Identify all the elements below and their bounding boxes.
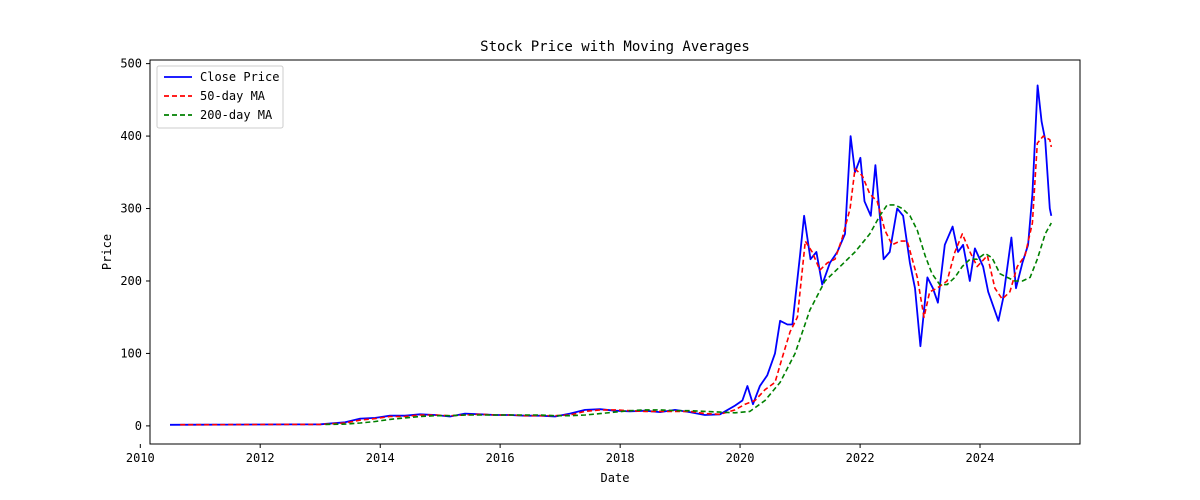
- chart-title: Stock Price with Moving Averages: [480, 39, 750, 55]
- y-axis-label: Price: [100, 234, 114, 270]
- legend: Close Price 50-day MA 200-day MA: [156, 65, 284, 129]
- y-tick-label: 0: [135, 419, 142, 433]
- x-tick-label: 2014: [366, 451, 395, 465]
- x-axis-label: Date: [601, 471, 630, 485]
- x-tick-label: 2020: [726, 451, 755, 465]
- x-tick-label: 2010: [126, 451, 155, 465]
- x-tick-label: 2024: [966, 451, 995, 465]
- legend-label-close-price: Close Price: [200, 70, 279, 84]
- y-axis-ticks: 0 100 200 300 400 500: [120, 57, 150, 433]
- x-tick-label: 2022: [846, 451, 875, 465]
- x-tick-label: 2012: [246, 451, 275, 465]
- legend-label-200-day-ma: 200-day MA: [200, 108, 273, 122]
- y-tick-label: 300: [120, 202, 142, 216]
- series-line-200-day-ma: [325, 204, 1052, 426]
- legend-label-50-day-ma: 50-day MA: [200, 89, 266, 103]
- series-line-50-day-ma: [180, 135, 1053, 426]
- y-tick-label: 500: [120, 57, 142, 71]
- x-axis-ticks: 2010 2012 2014 2016 2018 2020 2022 2024: [126, 444, 995, 465]
- y-tick-label: 200: [120, 274, 142, 288]
- series-layer: [169, 84, 1053, 426]
- x-tick-label: 2018: [606, 451, 635, 465]
- y-tick-label: 400: [120, 129, 142, 143]
- y-tick-label: 100: [120, 346, 142, 360]
- plot-area-frame: [149, 59, 1081, 445]
- legend-box: [156, 65, 284, 129]
- series-line-close-price: [169, 84, 1053, 426]
- x-tick-label: 2016: [486, 451, 515, 465]
